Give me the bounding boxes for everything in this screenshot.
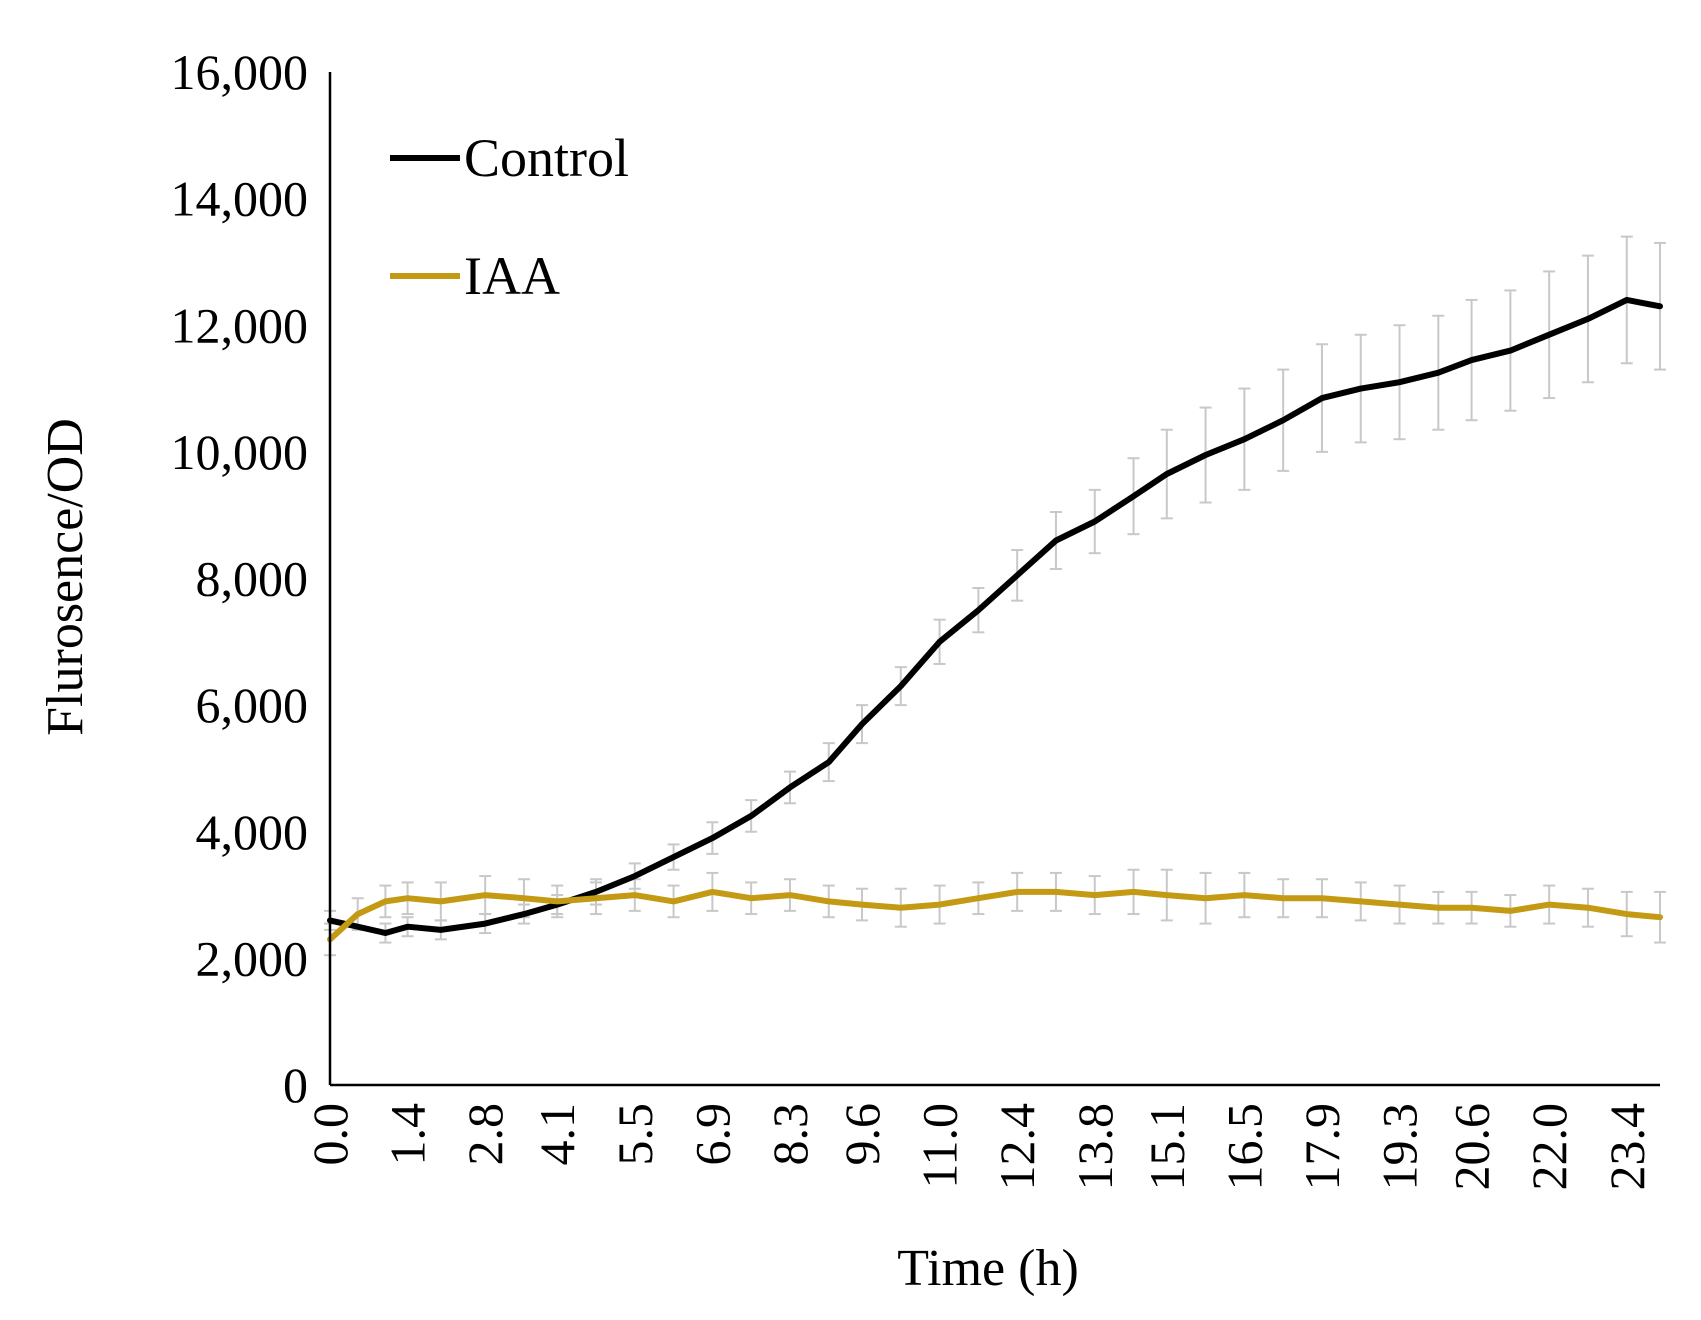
x-tick-label: 9.6 xyxy=(834,1103,890,1166)
axes-layer xyxy=(328,72,1660,1087)
y-tick-label: 10,000 xyxy=(171,424,309,480)
x-tick-label: 2.8 xyxy=(457,1103,513,1166)
x-tick-label: 20.6 xyxy=(1444,1103,1500,1191)
y-tick-label: 14,000 xyxy=(171,171,309,227)
y-tick-label: 0 xyxy=(283,1057,308,1113)
x-tick-label: 13.8 xyxy=(1067,1103,1123,1191)
x-tick-label: 19.3 xyxy=(1372,1103,1428,1191)
y-tick-label: 8,000 xyxy=(196,551,309,607)
y-tick-label: 12,000 xyxy=(171,297,309,353)
y-tick-label: 6,000 xyxy=(196,677,309,733)
legend: Control IAA xyxy=(390,128,629,306)
x-tick-label: 8.3 xyxy=(762,1103,818,1166)
x-tick-label: 5.5 xyxy=(607,1103,663,1166)
x-tick-label: 0.0 xyxy=(302,1103,358,1166)
y-tick-label: 2,000 xyxy=(196,930,309,986)
y-tick-label: 16,000 xyxy=(171,44,309,100)
x-tick-label: 1.4 xyxy=(380,1103,436,1166)
x-tick-label: 12.4 xyxy=(989,1103,1045,1191)
x-tick-label: 6.9 xyxy=(684,1103,740,1166)
x-tick-label: 16.5 xyxy=(1216,1103,1272,1191)
y-tick-labels: 0 2,000 4,000 6,000 8,000 10,000 12,000 14,000 1… xyxy=(171,44,309,1113)
legend-label: IAA xyxy=(464,246,560,306)
x-axis-title: Time (h) xyxy=(897,1240,1079,1297)
x-tick-label: 23.4 xyxy=(1599,1103,1655,1191)
x-tick-label: 17.9 xyxy=(1294,1103,1350,1191)
legend-item: Control xyxy=(390,128,629,188)
x-tick-label: 4.1 xyxy=(529,1103,585,1166)
x-tick-label: 22.0 xyxy=(1521,1103,1577,1191)
series-lines-layer xyxy=(327,296,1663,943)
y-axis-title: Flurosence/OD xyxy=(37,418,94,736)
legend-label: Control xyxy=(464,128,629,188)
x-tick-label: 11.0 xyxy=(912,1103,968,1189)
legend-item: IAA xyxy=(390,246,560,306)
x-tick-label: 15.1 xyxy=(1139,1103,1195,1191)
series-line-iaa xyxy=(327,888,1663,943)
x-tick-labels: 0.0 1.4 2.8 4.1 5.5 6.9 8.3 9.6 11.0 12.4 13.8 15.1… xyxy=(302,1103,1655,1191)
series-line-control xyxy=(327,296,1663,936)
y-tick-label: 4,000 xyxy=(196,804,309,860)
